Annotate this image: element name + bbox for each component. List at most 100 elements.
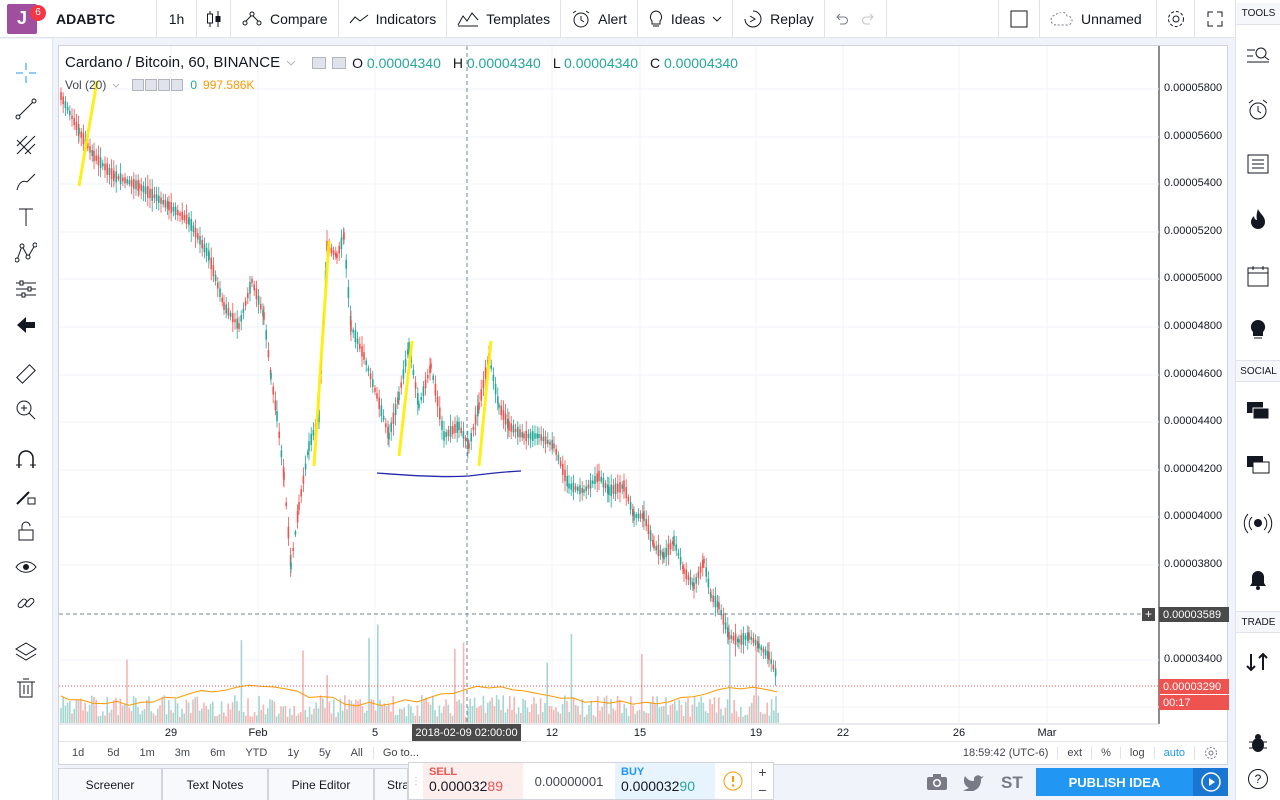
redo-icon[interactable]	[862, 13, 876, 25]
text-notes-tab[interactable]: Text Notes	[162, 768, 268, 800]
ext-toggle[interactable]: ext	[1057, 746, 1091, 759]
plus-icon[interactable]: +	[758, 764, 767, 780]
chats-button[interactable]	[1244, 397, 1272, 425]
interval-label: 1h	[168, 10, 185, 27]
pattern-tool[interactable]	[12, 239, 40, 267]
pitchfork-tool[interactable]	[12, 131, 40, 159]
ideas-stream-button[interactable]	[1244, 316, 1272, 344]
range-1y[interactable]: 1y	[287, 746, 299, 759]
calendar-button[interactable]	[1244, 262, 1272, 290]
chevron-down-icon[interactable]	[286, 60, 296, 66]
hide-drawings-tool[interactable]	[12, 553, 40, 581]
candles-icon	[206, 10, 222, 28]
chevron-down-icon[interactable]	[112, 83, 120, 88]
publish-dropdown-button[interactable]	[1193, 768, 1228, 796]
ideas-button[interactable]: Ideas	[638, 0, 734, 38]
help-button[interactable]: ?	[1244, 765, 1272, 793]
price-tick: 0.00004200	[1164, 463, 1223, 475]
buy-label: BUY	[621, 766, 645, 778]
bug-report-button[interactable]	[1244, 729, 1272, 757]
data-window-button[interactable]	[1244, 150, 1272, 178]
layout-name-button[interactable]: Unnamed	[1040, 0, 1157, 38]
stocktwits-icon[interactable]: ST	[1001, 773, 1023, 792]
interval-button[interactable]: 1h	[157, 0, 197, 38]
publish-idea-button[interactable]: PUBLISH IDEA	[1036, 768, 1193, 796]
log-toggle[interactable]: log	[1119, 746, 1154, 759]
range-5y[interactable]: 5y	[318, 746, 331, 759]
screener-tab[interactable]: Screener	[58, 768, 162, 800]
undo-icon[interactable]	[834, 13, 849, 25]
replay-button[interactable]: Replay	[733, 0, 825, 38]
pitchfork-icon	[15, 134, 37, 156]
unlock-icon	[15, 520, 37, 542]
alert-button[interactable]: Alert	[561, 0, 638, 38]
volume-controls-icon[interactable]	[132, 79, 184, 91]
lock-all-tool[interactable]	[12, 517, 40, 545]
ruler-tool[interactable]	[12, 360, 40, 388]
trading-panel-button[interactable]	[1244, 648, 1272, 676]
notifications-button[interactable]	[1244, 566, 1272, 594]
prediction-tool[interactable]	[12, 275, 40, 303]
layout-name-label: Unnamed	[1081, 10, 1142, 27]
bug-icon	[1248, 732, 1268, 754]
chart-pane[interactable]: + Cardano / Bitcoin, 60, BINANCE O 0.000…	[58, 45, 1229, 766]
eye-small-icon[interactable]	[312, 56, 327, 69]
remove-drawings-tool[interactable]	[12, 674, 40, 702]
symbol-title[interactable]: Cardano / Bitcoin, 60, BINANCE	[65, 54, 281, 71]
compare-button[interactable]: Compare	[231, 0, 339, 38]
minus-icon[interactable]: −	[758, 782, 767, 798]
brush-tool[interactable]	[12, 167, 40, 195]
streams-button[interactable]	[1243, 510, 1273, 538]
private-chats-button[interactable]	[1244, 451, 1272, 479]
gear-icon[interactable]	[1194, 745, 1227, 760]
range-5d[interactable]: 5d	[107, 746, 120, 759]
object-tree-tool[interactable]	[12, 638, 40, 666]
range-ytd[interactable]: YTD	[245, 746, 268, 759]
time-tick: 5	[371, 727, 379, 739]
sync-drawings-tool[interactable]	[12, 589, 40, 617]
range-1d[interactable]: 1d	[72, 746, 85, 759]
magnet-tool[interactable]	[12, 445, 40, 473]
twitter-icon[interactable]	[963, 773, 985, 791]
volume-legend: Vol (20) 0 997.586K	[65, 78, 254, 92]
buy-button[interactable]: BUY 0.00003290	[615, 763, 715, 799]
lock-drawing-tool[interactable]	[12, 481, 40, 509]
crosshair-tool[interactable]	[12, 59, 40, 87]
chart-style-button[interactable]	[197, 0, 231, 38]
templates-button[interactable]: Templates	[447, 0, 562, 38]
sell-button[interactable]: SELL 0.00003289	[423, 763, 523, 799]
time-tick: 29	[164, 727, 178, 739]
range-all[interactable]: All	[350, 746, 363, 759]
zoom-tool[interactable]	[12, 396, 40, 424]
zoom-in-icon	[15, 399, 37, 421]
ohlc-high: H 0.00004340	[453, 55, 541, 71]
info-button[interactable]	[715, 763, 751, 799]
alerts-button[interactable]	[1244, 96, 1272, 124]
hotlists-button[interactable]	[1244, 205, 1272, 233]
goto-button[interactable]: Go to...	[372, 746, 428, 759]
range-3m[interactable]: 3m	[174, 746, 191, 759]
volume-title[interactable]: Vol (20)	[65, 78, 107, 92]
strategy-tester-tab[interactable]: Stra	[374, 768, 408, 800]
settings-small-icon[interactable]	[332, 56, 347, 69]
remove-tool[interactable]	[12, 311, 40, 339]
auto-toggle[interactable]: auto	[1153, 746, 1194, 759]
text-tool[interactable]	[12, 203, 40, 231]
range-1m[interactable]: 1m	[139, 746, 155, 759]
drag-handle[interactable]: ⋮	[409, 763, 423, 799]
settings-button[interactable]	[1157, 0, 1195, 38]
watchlist-button[interactable]	[1244, 43, 1272, 71]
buy-price: 0.000032	[621, 778, 680, 794]
range-6m[interactable]: 6m	[210, 746, 226, 759]
indicators-button[interactable]: Indicators	[339, 0, 448, 38]
user-avatar[interactable]: J 6	[0, 0, 46, 38]
fullscreen-layout-button[interactable]	[998, 0, 1040, 38]
price-chart[interactable]: +	[59, 46, 1229, 766]
camera-icon[interactable]	[926, 773, 948, 791]
symbol-search[interactable]: ADABTC	[44, 0, 157, 38]
price-tick: 0.00005800	[1164, 82, 1223, 94]
fullscreen-button[interactable]	[1195, 0, 1235, 38]
percent-toggle[interactable]: %	[1091, 746, 1120, 759]
trendline-tool[interactable]	[12, 95, 40, 123]
pine-editor-tab[interactable]: Pine Editor	[268, 768, 374, 800]
